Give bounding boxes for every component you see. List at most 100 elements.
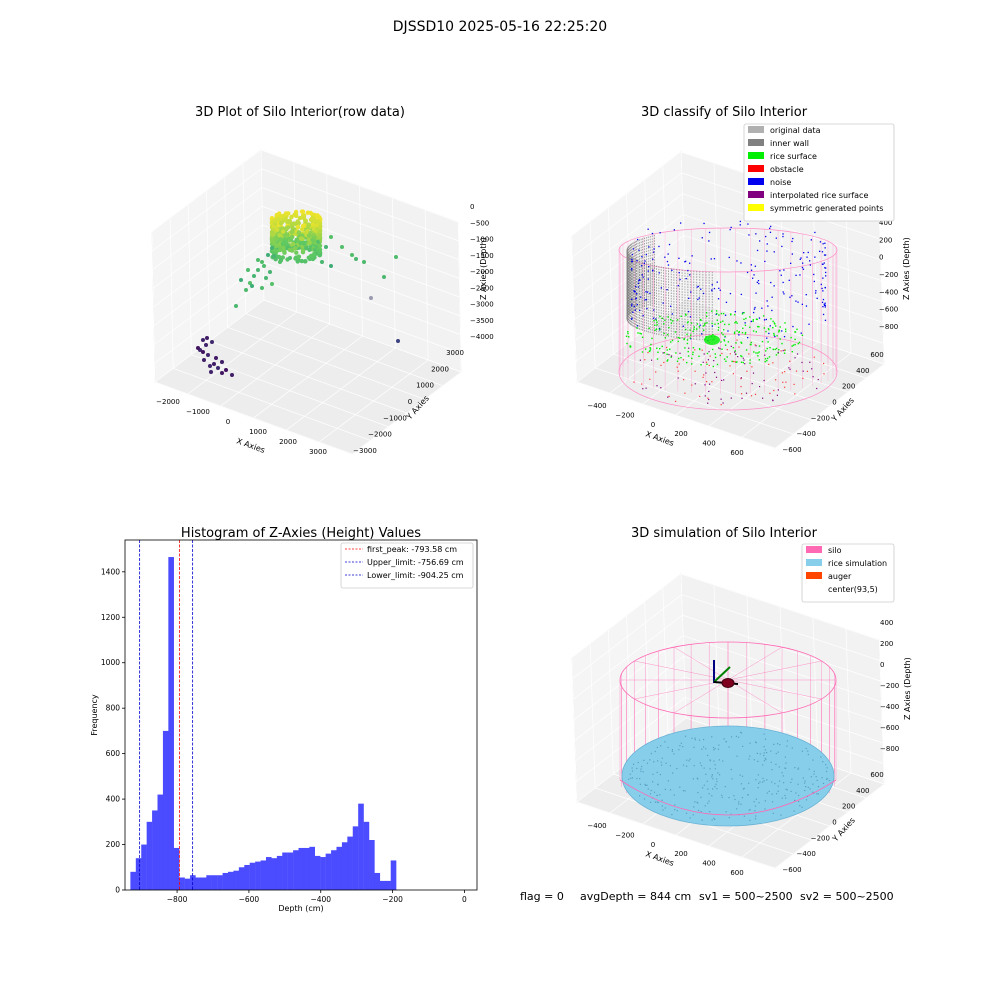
- sim-rice-point: [716, 778, 718, 780]
- raw-point: [282, 249, 287, 254]
- sim-rice-point: [650, 752, 652, 755]
- sim-rice-point: [645, 784, 647, 786]
- cls-rice-point: [648, 327, 650, 329]
- cls-rice-point: [666, 349, 668, 351]
- sim-legend-swatch: [806, 572, 822, 579]
- cls-rice-point: [650, 343, 652, 346]
- raw-point: [307, 240, 312, 245]
- cls-interp-point: [709, 355, 711, 357]
- cls-interp-point: [679, 352, 681, 354]
- histogram-y-tick-label: 1000: [101, 658, 120, 667]
- cls-rice-point: [641, 336, 644, 338]
- cls-noise-point: [738, 334, 740, 336]
- sim-z-tick: 200: [880, 640, 893, 648]
- sim-silo-bottom: [619, 779, 837, 816]
- raw-point: [292, 212, 297, 217]
- cls-rice-point: [769, 346, 771, 349]
- cls-box-grid-z: [573, 214, 684, 299]
- sim-y-tick: −200: [811, 834, 830, 842]
- cls-noise-point: [792, 237, 794, 240]
- sim-silo-spoke: [634, 679, 729, 700]
- cls-rice-point: [674, 331, 677, 333]
- sim-rice-point: [637, 761, 639, 764]
- cls-interp-point: [642, 388, 644, 390]
- cls-interp-point: [754, 393, 757, 395]
- raw-box-grid-z: [260, 149, 459, 223]
- cls-silo-top: [618, 227, 838, 273]
- cls-interp-point: [816, 387, 818, 390]
- cls-noise-point: [652, 258, 654, 260]
- cls-noise-point: [632, 248, 635, 250]
- raw-box-grid-z: [151, 149, 262, 233]
- sim-rice-point: [701, 819, 703, 821]
- sim-rice-point: [754, 805, 757, 807]
- sim-rice-point: [643, 759, 645, 761]
- cls-rice-point: [686, 322, 689, 324]
- sim-rice-point: [797, 783, 799, 785]
- cls-rice-point: [768, 328, 770, 331]
- cls-interp-point: [707, 402, 709, 404]
- sim-rice-point: [716, 780, 718, 783]
- cls-rice-point: [667, 359, 669, 361]
- sim-rice-point: [775, 763, 777, 765]
- raw-box-grid-z: [263, 262, 461, 335]
- histogram-bar: [168, 557, 174, 890]
- sim-rice-point: [719, 774, 721, 776]
- cls-noise-point: [696, 286, 698, 288]
- raw-box-grid-z: [262, 205, 460, 279]
- cls-rice-point: [723, 340, 726, 342]
- cls-rice-point: [766, 360, 768, 362]
- cls-noise-point: [766, 250, 768, 252]
- sim-rice-point: [709, 760, 711, 762]
- cls-noise-point: [748, 234, 750, 236]
- cls-box-grid-z: [572, 172, 682, 258]
- cls-interp-point: [817, 378, 819, 381]
- histogram-bar: [276, 855, 283, 890]
- cls-rice-point: [772, 348, 774, 351]
- cls-interp-point: [784, 371, 786, 373]
- cls-interp-point: [639, 359, 641, 361]
- histogram-x-ticks: −800 −600 −400 −200 0: [167, 890, 467, 904]
- sim-rice-point: [647, 788, 649, 790]
- sim-rice-point: [816, 793, 818, 795]
- raw-point: [201, 338, 205, 342]
- sim-rice-point: [629, 773, 631, 775]
- histogram-bar: [179, 877, 185, 890]
- cls-noise-point: [734, 311, 736, 313]
- raw-point: [274, 243, 280, 248]
- cls-noise-point: [802, 262, 804, 264]
- sim-rice-point: [763, 752, 765, 754]
- sim-rice-point: [742, 788, 745, 790]
- cls-noise-point: [750, 320, 752, 323]
- cls-noise-point: [769, 325, 771, 327]
- panel-raw-data-z-ticks: 0 −500 −1000 −1500 −2000 −2500 −3000 −3500 −4000: [470, 203, 494, 341]
- cls-noise-point: [698, 297, 700, 299]
- cls-rice-point: [636, 327, 638, 329]
- sim-rice-point: [785, 797, 787, 799]
- cls-legend-swatch: [748, 178, 764, 185]
- cls-noise-point: [719, 289, 721, 291]
- cls-rice-point: [664, 319, 666, 321]
- cls-rice-point: [738, 331, 740, 334]
- cls-noise-point: [754, 306, 756, 309]
- sim-rice-point: [741, 797, 744, 799]
- histogram-bar: [309, 846, 315, 890]
- cls-interp-point: [736, 339, 738, 341]
- panel-simulation-zlabel: Z Axies (Depth): [903, 657, 912, 720]
- cls-rice-point: [778, 329, 781, 331]
- cls-noise-point: [792, 325, 794, 328]
- sim-y-tick: 400: [856, 787, 869, 795]
- cls-rice-point: [778, 331, 780, 333]
- sim-rice-point: [664, 741, 666, 743]
- cls-rice-point: [717, 329, 720, 331]
- sim-legend-label: center(93,5): [828, 585, 878, 594]
- cls-interp-point: [784, 386, 786, 388]
- sim-legend-label: rice simulation: [828, 559, 887, 568]
- cls-interp-point: [789, 368, 791, 370]
- cls-rice-point: [703, 324, 706, 326]
- cls-noise-point: [747, 337, 749, 339]
- raw-box-grid-z: [263, 299, 462, 373]
- cls-rice-point: [742, 361, 744, 364]
- cls-rice-point: [667, 316, 669, 318]
- sim-rice-point: [740, 732, 743, 734]
